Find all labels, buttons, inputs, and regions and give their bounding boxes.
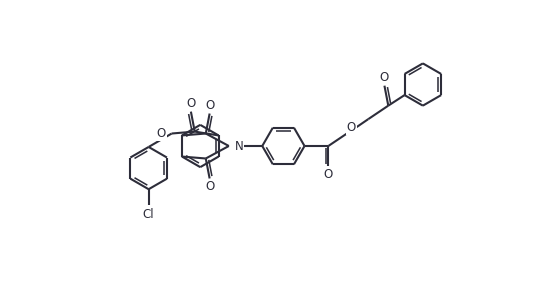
Text: O: O [205,180,214,193]
Text: N: N [235,140,243,152]
Text: O: O [347,121,356,134]
Text: O: O [186,97,195,110]
Text: O: O [157,127,166,140]
Text: Cl: Cl [143,208,155,221]
Text: O: O [380,71,389,84]
Text: O: O [324,168,333,181]
Text: O: O [205,99,214,112]
